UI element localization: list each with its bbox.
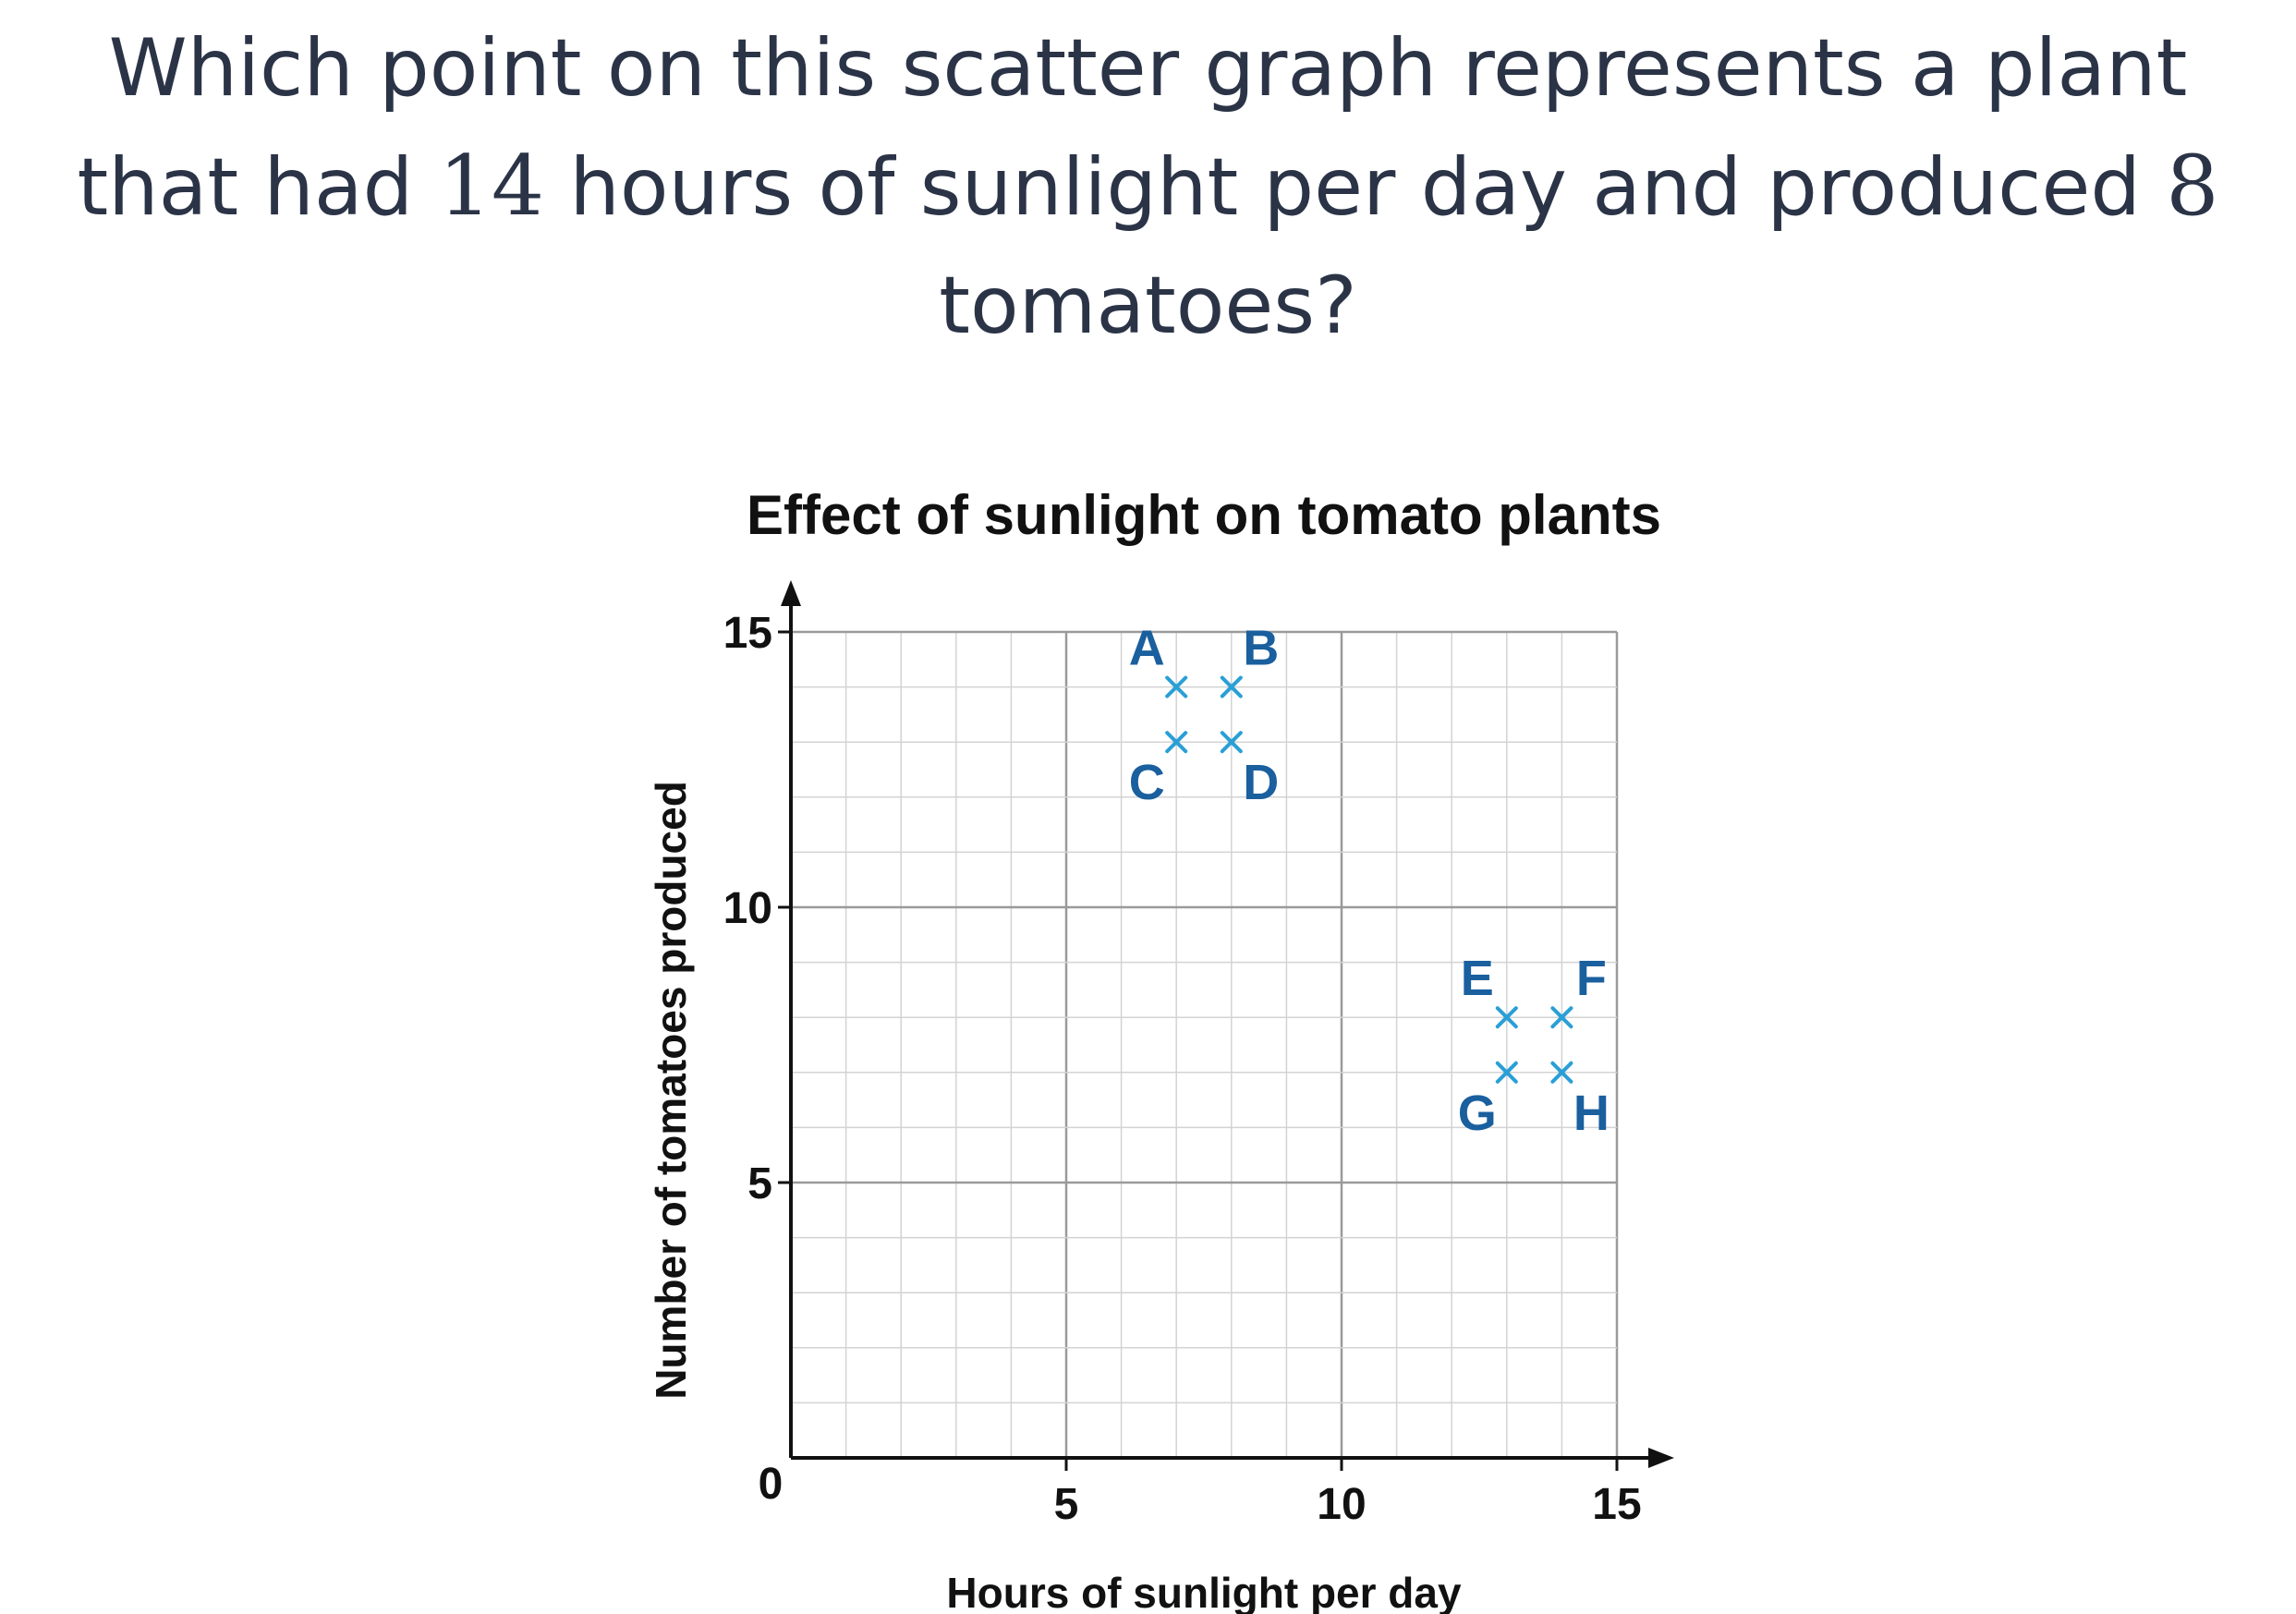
data-point-h: H xyxy=(1550,1061,1610,1141)
y-axis-arrow xyxy=(781,580,801,606)
point-label: F xyxy=(1576,951,1607,1006)
point-label: B xyxy=(1243,621,1279,676)
question-tomatoes: 8 xyxy=(2166,138,2219,235)
point-marker xyxy=(1495,1061,1518,1084)
question-hours: 14 xyxy=(438,138,545,235)
x-tick-label: 10 xyxy=(1317,1480,1366,1529)
data-point-g: G xyxy=(1458,1061,1518,1141)
question-part-1: Which point on this scatter graph repres… xyxy=(77,22,2188,234)
y-tick-label: 15 xyxy=(723,609,772,658)
point-marker xyxy=(1220,675,1243,698)
question-part-2: hours of sunlight per day and produced xyxy=(544,141,2167,234)
chart-title: Effect of sunlight on tomato plants xyxy=(747,484,1661,546)
point-label: G xyxy=(1458,1086,1497,1141)
point-marker xyxy=(1550,1006,1573,1029)
point-marker xyxy=(1165,675,1188,698)
point-label: C xyxy=(1129,755,1165,810)
chart-ticks: 0 5 10 15 5 10 15 xyxy=(723,609,1642,1529)
point-marker xyxy=(1165,731,1188,754)
point-label: H xyxy=(1573,1086,1610,1141)
x-tick-label: 15 xyxy=(1592,1480,1641,1529)
data-point-e: E xyxy=(1461,951,1518,1029)
data-point-d: D xyxy=(1220,731,1279,810)
y-axis-label: Number of tomatoes produced xyxy=(647,781,695,1400)
y-tick-label: 5 xyxy=(747,1159,772,1208)
point-marker xyxy=(1220,731,1243,754)
data-point-b: B xyxy=(1220,621,1279,698)
y-tick-label: 10 xyxy=(723,884,772,933)
data-point-c: C xyxy=(1129,731,1188,810)
x-tick-label: 5 xyxy=(1054,1480,1079,1529)
chart-axes xyxy=(781,580,1674,1468)
chart-grid xyxy=(789,630,1619,1460)
chart-points: A B C D E F G H xyxy=(1129,621,1610,1141)
x-axis-label: Hours of sunlight per day xyxy=(946,1569,1462,1614)
point-marker xyxy=(1495,1006,1518,1029)
question-text: Which point on this scatter graph repres… xyxy=(18,9,2278,365)
x-axis-arrow xyxy=(1648,1448,1674,1468)
point-label: A xyxy=(1129,621,1165,676)
point-label: D xyxy=(1243,755,1279,810)
point-label: E xyxy=(1461,951,1494,1006)
data-point-f: F xyxy=(1550,951,1607,1029)
question-part-3: tomatoes? xyxy=(939,260,1357,352)
x-tick-label: 0 xyxy=(759,1460,784,1509)
data-point-a: A xyxy=(1129,621,1188,698)
point-marker xyxy=(1550,1061,1573,1084)
